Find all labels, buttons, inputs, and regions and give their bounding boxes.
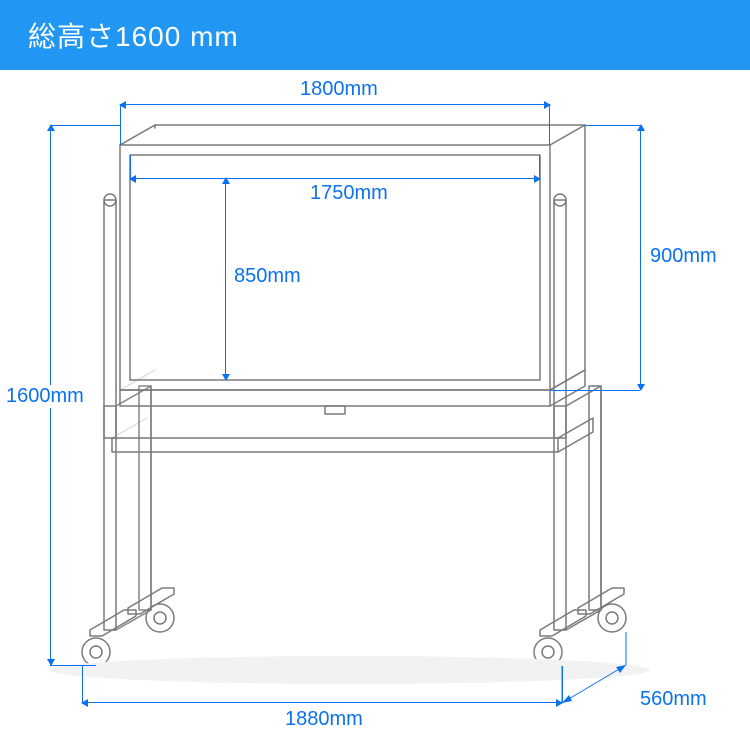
dim-board-outer-width-line <box>120 104 550 105</box>
dim-base-depth-label: 560mm <box>640 688 707 711</box>
dim-board-inner-height-line <box>225 178 226 380</box>
dim-board-inner-height-label: 850mm <box>234 265 301 288</box>
dim-total-height-label: 1600mm <box>4 385 86 408</box>
dim-board-outer-height-label: 900mm <box>650 245 717 268</box>
dim-board-outer-width-label: 1800mm <box>300 78 378 101</box>
dim-base-width-line <box>82 702 562 703</box>
dim-board-outer-height-line <box>640 125 641 390</box>
dim-base-width-label: 1880mm <box>285 708 363 731</box>
dim-board-inner-width-label: 1750mm <box>310 182 388 205</box>
diagram-stage: 1800mm 1750mm 850mm 900mm 1600mm 1880mm … <box>0 70 750 750</box>
header-bar: 総高さ1600 mm <box>0 0 750 70</box>
dim-board-inner-width-line <box>130 178 540 179</box>
header-title: 総高さ1600 mm <box>28 15 239 55</box>
